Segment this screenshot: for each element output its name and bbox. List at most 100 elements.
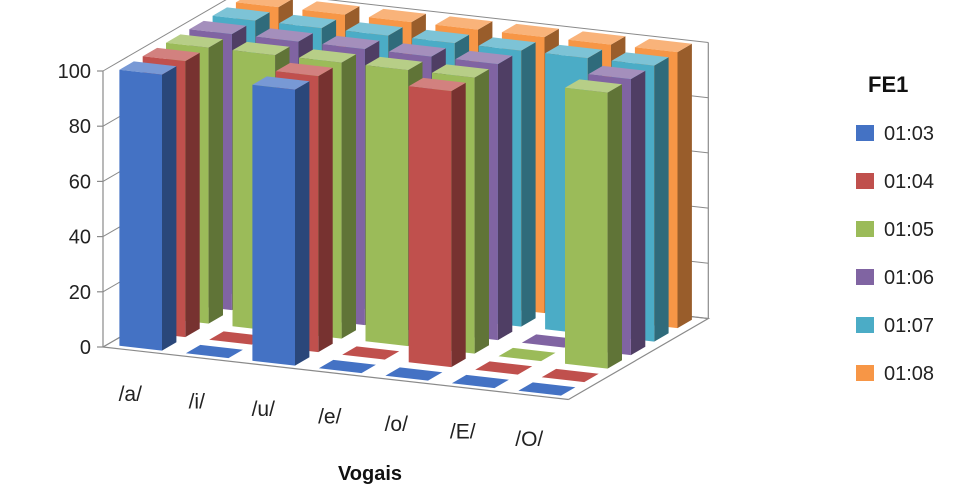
bar-side bbox=[295, 81, 310, 366]
bar-top bbox=[299, 49, 356, 63]
bar-side bbox=[208, 39, 223, 324]
y-axis-ticks: 0 20 40 60 80 100 bbox=[58, 61, 103, 359]
bar-front bbox=[408, 86, 452, 368]
bar-top bbox=[432, 64, 489, 78]
bar bbox=[408, 77, 466, 368]
bar-flat bbox=[541, 368, 599, 383]
bar-flat bbox=[475, 361, 533, 375]
bar-side bbox=[318, 67, 333, 353]
bar-flat bbox=[342, 346, 400, 360]
bar bbox=[475, 361, 533, 375]
legend-title: FE1 bbox=[868, 72, 908, 97]
x-tick-label: /o/ bbox=[385, 413, 409, 436]
gridline bbox=[102, 0, 709, 72]
bar-top bbox=[435, 16, 493, 30]
y-tick-label: 40 bbox=[69, 227, 91, 249]
bar-flat bbox=[451, 374, 509, 389]
y-tick-label: 100 bbox=[58, 61, 91, 83]
legend: FE1 01:03 01:04 01:05 01:06 01:07 01:08 bbox=[856, 72, 934, 385]
bar-top bbox=[478, 37, 536, 51]
bar bbox=[252, 76, 310, 366]
bar-side bbox=[607, 84, 622, 369]
x-axis-label: Vogais bbox=[338, 463, 402, 485]
legend-item: 01:04 bbox=[856, 171, 934, 193]
bar-top bbox=[212, 7, 270, 21]
legend-swatch bbox=[856, 173, 874, 189]
bar-top bbox=[568, 31, 626, 45]
bar bbox=[451, 374, 509, 389]
bar-flat bbox=[318, 359, 376, 374]
bar-side bbox=[451, 82, 466, 368]
legend-label: 01:08 bbox=[884, 363, 934, 385]
legend-label: 01:06 bbox=[884, 267, 934, 289]
legend-swatch bbox=[856, 221, 874, 237]
x-tick-label: /u/ bbox=[252, 398, 276, 421]
bar-top bbox=[365, 56, 423, 71]
bar-top bbox=[142, 47, 200, 62]
bar bbox=[385, 367, 443, 381]
bar bbox=[209, 331, 267, 345]
bar-flat bbox=[385, 367, 443, 381]
bar-top bbox=[255, 28, 313, 42]
x-axis-ticks: /a/ /i/ /u/ /e/ /o/ /E/ /O/ bbox=[119, 383, 544, 451]
bar-top bbox=[412, 29, 470, 44]
bar bbox=[185, 344, 243, 359]
bar-top bbox=[545, 44, 603, 59]
bar-flat bbox=[209, 331, 267, 345]
bar-side bbox=[521, 42, 536, 327]
bar-flat bbox=[521, 334, 579, 348]
bar-front bbox=[365, 65, 409, 347]
bar bbox=[565, 79, 622, 369]
bar-front bbox=[119, 69, 162, 351]
y-tick-label: 20 bbox=[69, 282, 91, 304]
bar-side bbox=[677, 43, 692, 329]
legend-label: 01:04 bbox=[884, 171, 934, 193]
bar-side bbox=[162, 66, 177, 351]
legend-item: 01:05 bbox=[856, 219, 934, 241]
bar-top bbox=[302, 1, 360, 15]
chart-bars bbox=[119, 0, 692, 396]
bar-top bbox=[565, 79, 622, 93]
bar-flat bbox=[498, 347, 556, 362]
bar-side bbox=[497, 55, 513, 341]
bar-top bbox=[634, 38, 692, 53]
bar bbox=[342, 346, 400, 360]
bar-front bbox=[565, 87, 608, 369]
legend-item: 01:06 bbox=[856, 267, 934, 289]
bar-side bbox=[185, 52, 200, 338]
bar-top bbox=[345, 22, 403, 36]
bar bbox=[498, 347, 556, 362]
legend-swatch bbox=[856, 125, 874, 141]
bar-top bbox=[501, 23, 559, 38]
y-tick-label: 60 bbox=[69, 171, 91, 193]
bar-top bbox=[588, 65, 646, 80]
x-tick-label: /O/ bbox=[515, 428, 543, 451]
bar-top bbox=[388, 43, 446, 57]
x-tick-label: /E/ bbox=[450, 420, 476, 443]
legend-item: 01:08 bbox=[856, 363, 934, 385]
legend-swatch bbox=[856, 365, 874, 381]
bar-top bbox=[166, 34, 223, 48]
bar bbox=[521, 334, 579, 348]
bar-flat bbox=[518, 382, 576, 396]
bar-top bbox=[235, 0, 291, 8]
legend-item: 01:07 bbox=[856, 315, 934, 337]
legend-swatch bbox=[856, 269, 874, 285]
x-tick-label: /e/ bbox=[318, 405, 342, 428]
bar bbox=[541, 368, 599, 383]
x-tick-label: /i/ bbox=[189, 390, 206, 413]
bar-top bbox=[189, 20, 247, 35]
legend-swatch bbox=[856, 317, 874, 333]
bar-top bbox=[611, 52, 669, 66]
legend-label: 01:07 bbox=[884, 315, 934, 337]
x-tick-label: /a/ bbox=[119, 383, 143, 406]
bar bbox=[518, 382, 576, 396]
bar-top bbox=[119, 61, 177, 75]
y-tick-label: 0 bbox=[80, 337, 91, 359]
legend-item: 01:03 bbox=[856, 123, 934, 145]
bar bbox=[318, 359, 376, 374]
x-axis-line bbox=[102, 346, 569, 401]
y-tick-label: 80 bbox=[69, 116, 91, 138]
bar-side bbox=[341, 54, 356, 339]
